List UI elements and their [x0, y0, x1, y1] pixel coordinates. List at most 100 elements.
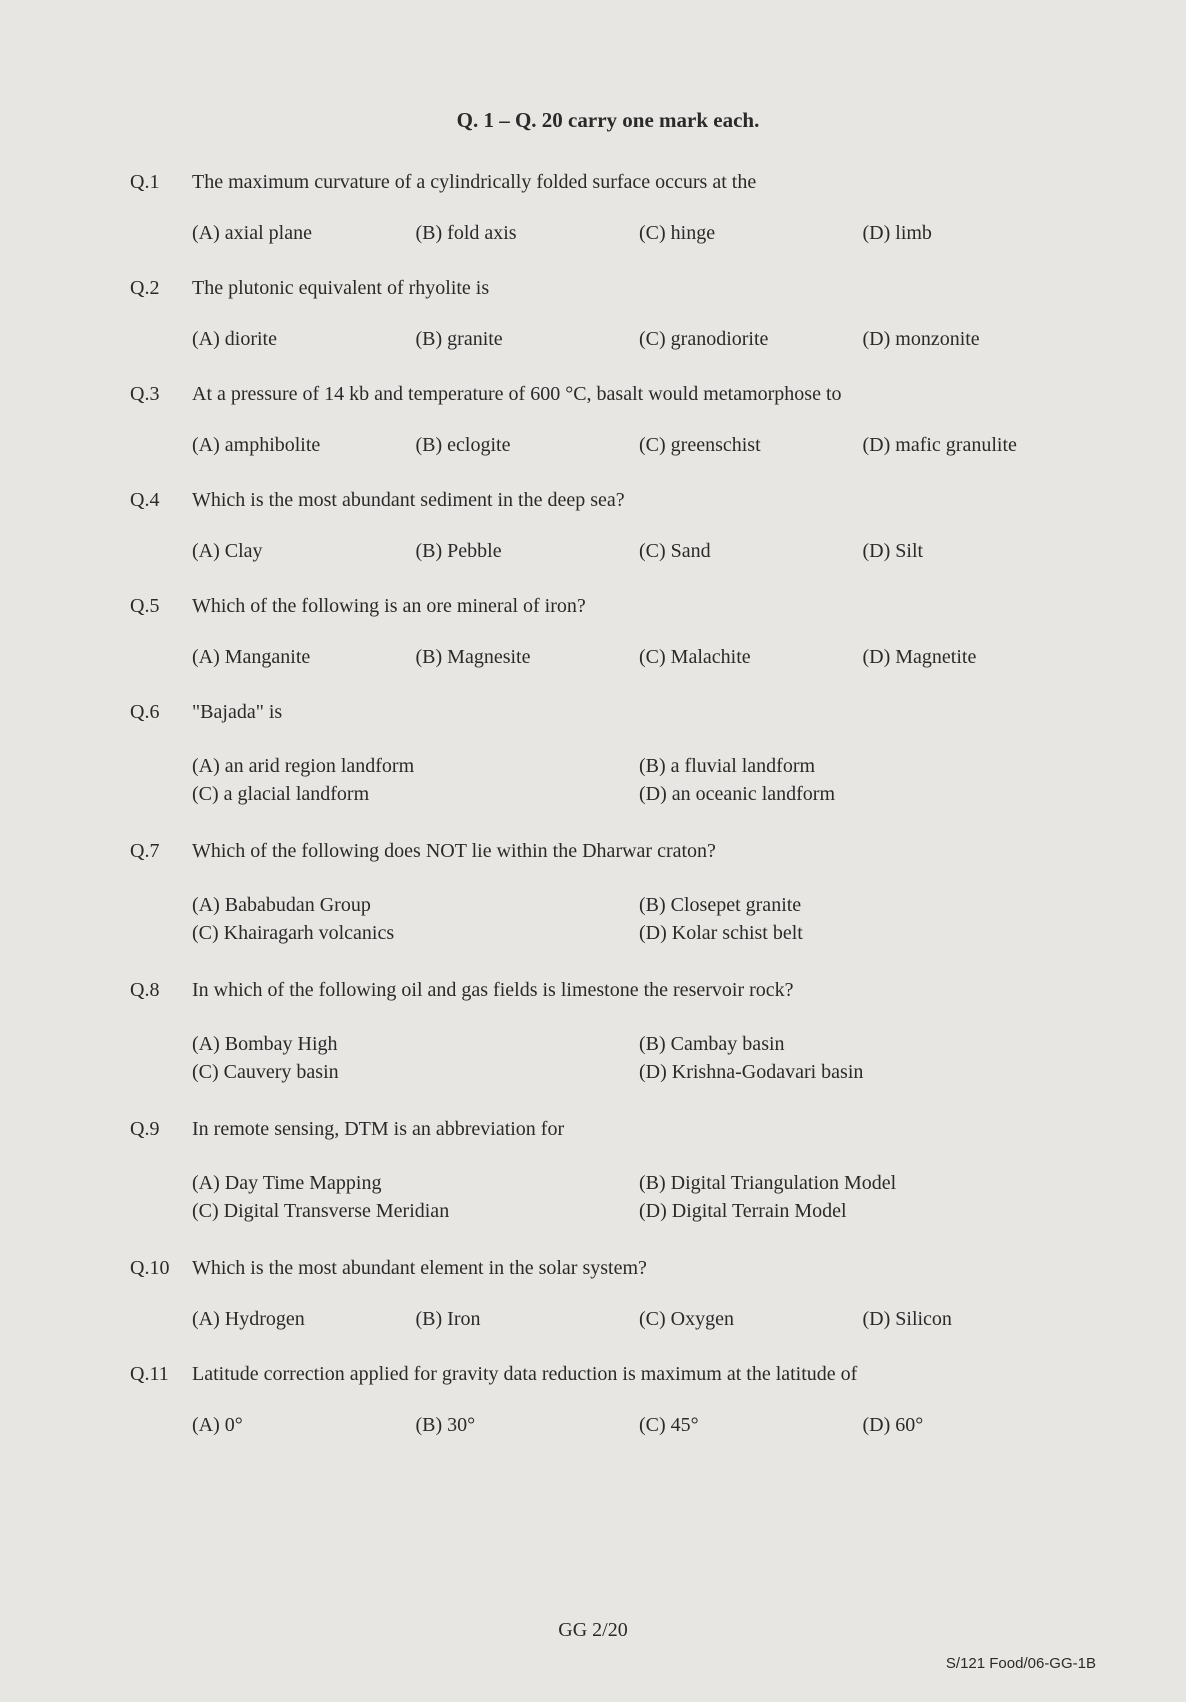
- option: (A) an arid region landform: [192, 752, 639, 780]
- option: (C) hinge: [639, 222, 863, 245]
- option: (B) Cambay basin: [639, 1030, 1086, 1058]
- options-row: (A) amphibolite(B) eclogite(C) greenschi…: [192, 434, 1086, 457]
- question-block: Q.8In which of the following oil and gas…: [130, 979, 1086, 1086]
- question-row: Q.10Which is the most abundant element i…: [130, 1257, 1086, 1280]
- options-row: (A) Manganite(B) Magnesite(C) Malachite(…: [192, 646, 1086, 669]
- question-number: Q.3: [130, 383, 192, 406]
- option: (B) Digital Triangulation Model: [639, 1169, 1086, 1197]
- question-number: Q.8: [130, 979, 192, 1002]
- question-number: Q.10: [130, 1257, 192, 1280]
- option: (B) Closepet granite: [639, 891, 1086, 919]
- question-number: Q.1: [130, 171, 192, 194]
- option: (B) 30°: [416, 1414, 640, 1437]
- question-number: Q.5: [130, 595, 192, 618]
- option: (A) Day Time Mapping: [192, 1169, 639, 1197]
- question-text: Which of the following does NOT lie with…: [192, 840, 1086, 863]
- options-2col-row: (A) Bombay High(B) Cambay basin: [192, 1030, 1086, 1058]
- options-2col-row: (A) Day Time Mapping(B) Digital Triangul…: [192, 1169, 1086, 1197]
- question-block: Q.9In remote sensing, DTM is an abbrevia…: [130, 1118, 1086, 1225]
- option: (A) 0°: [192, 1414, 416, 1437]
- question-block: Q.3At a pressure of 14 kb and temperatur…: [130, 383, 1086, 457]
- options-row: (A) Clay(B) Pebble(C) Sand(D) Silt: [192, 540, 1086, 563]
- options-2col-row: (C) Digital Transverse Meridian(D) Digit…: [192, 1197, 1086, 1225]
- options-2col-row: (A) Bababudan Group(B) Closepet granite: [192, 891, 1086, 919]
- option: (A) axial plane: [192, 222, 416, 245]
- option: (C) 45°: [639, 1414, 863, 1437]
- question-text: Which is the most abundant element in th…: [192, 1257, 1086, 1280]
- footer-code: S/121 Food/06-GG-1B: [946, 1655, 1096, 1672]
- question-number: Q.11: [130, 1363, 192, 1386]
- options-2col: (A) Bombay High(B) Cambay basin(C) Cauve…: [192, 1030, 1086, 1086]
- question-block: Q.4Which is the most abundant sediment i…: [130, 489, 1086, 563]
- question-row: Q.6"Bajada" is: [130, 701, 1086, 724]
- question-text: "Bajada" is: [192, 701, 1086, 724]
- options-row: (A) diorite(B) granite(C) granodiorite(D…: [192, 328, 1086, 351]
- options-2col-row: (C) Cauvery basin(D) Krishna-Godavari ba…: [192, 1058, 1086, 1086]
- question-row: Q.7Which of the following does NOT lie w…: [130, 840, 1086, 863]
- question-number: Q.6: [130, 701, 192, 724]
- option: (D) Digital Terrain Model: [639, 1197, 1086, 1225]
- question-text: At a pressure of 14 kb and temperature o…: [192, 383, 1086, 406]
- option: (C) greenschist: [639, 434, 863, 457]
- question-block: Q.7Which of the following does NOT lie w…: [130, 840, 1086, 947]
- options-2col: (A) Bababudan Group(B) Closepet granite(…: [192, 891, 1086, 947]
- question-text: The plutonic equivalent of rhyolite is: [192, 277, 1086, 300]
- question-text: In remote sensing, DTM is an abbreviatio…: [192, 1118, 1086, 1141]
- question-row: Q.5Which of the following is an ore mine…: [130, 595, 1086, 618]
- question-text: Which is the most abundant sediment in t…: [192, 489, 1086, 512]
- option: (D) Silicon: [863, 1308, 1087, 1331]
- options-2col: (A) Day Time Mapping(B) Digital Triangul…: [192, 1169, 1086, 1225]
- question-block: Q.6"Bajada" is (A) an arid region landfor…: [130, 701, 1086, 808]
- questions-container: Q.1The maximum curvature of a cylindrica…: [130, 171, 1086, 1437]
- question-number: Q.2: [130, 277, 192, 300]
- question-block: Q.11Latitude correction applied for grav…: [130, 1363, 1086, 1437]
- question-text: Which of the following is an ore mineral…: [192, 595, 1086, 618]
- option: (B) Magnesite: [416, 646, 640, 669]
- option: (C) granodiorite: [639, 328, 863, 351]
- options-2col-row: (C) Khairagarh volcanics(D) Kolar schist…: [192, 919, 1086, 947]
- question-text: Latitude correction applied for gravity …: [192, 1363, 1086, 1386]
- option: (A) Manganite: [192, 646, 416, 669]
- question-row: Q.9In remote sensing, DTM is an abbrevia…: [130, 1118, 1086, 1141]
- option: (D) monzonite: [863, 328, 1087, 351]
- options-row: (A) Hydrogen(B) Iron(C) Oxygen(D) Silico…: [192, 1308, 1086, 1331]
- section-header: Q. 1 – Q. 20 carry one mark each.: [130, 108, 1086, 133]
- option: (B) fold axis: [416, 222, 640, 245]
- option: (D) limb: [863, 222, 1087, 245]
- question-row: Q.11Latitude correction applied for grav…: [130, 1363, 1086, 1386]
- option: (A) Clay: [192, 540, 416, 563]
- option: (A) Bombay High: [192, 1030, 639, 1058]
- options-2col-row: (A) an arid region landform(B) a fluvial…: [192, 752, 1086, 780]
- question-row: Q.3At a pressure of 14 kb and temperatur…: [130, 383, 1086, 406]
- question-row: Q.1The maximum curvature of a cylindrica…: [130, 171, 1086, 194]
- question-block: Q.1The maximum curvature of a cylindrica…: [130, 171, 1086, 245]
- page-container: Q. 1 – Q. 20 carry one mark each. Q.1The…: [0, 0, 1186, 1509]
- question-block: Q.5Which of the following is an ore mine…: [130, 595, 1086, 669]
- question-row: Q.8In which of the following oil and gas…: [130, 979, 1086, 1002]
- option: (D) mafic granulite: [863, 434, 1087, 457]
- option: (B) Pebble: [416, 540, 640, 563]
- option: (C) Cauvery basin: [192, 1058, 639, 1086]
- option: (C) Khairagarh volcanics: [192, 919, 639, 947]
- option: (D) Krishna-Godavari basin: [639, 1058, 1086, 1086]
- question-number: Q.9: [130, 1118, 192, 1141]
- question-block: Q.2The plutonic equivalent of rhyolite i…: [130, 277, 1086, 351]
- option: (C) Malachite: [639, 646, 863, 669]
- question-row: Q.2The plutonic equivalent of rhyolite i…: [130, 277, 1086, 300]
- option: (C) Digital Transverse Meridian: [192, 1197, 639, 1225]
- options-row: (A) 0°(B) 30°(C) 45°(D) 60°: [192, 1414, 1086, 1437]
- option: (B) Iron: [416, 1308, 640, 1331]
- options-2col-row: (C) a glacial landform(D) an oceanic lan…: [192, 780, 1086, 808]
- option: (B) a fluvial landform: [639, 752, 1086, 780]
- option: (C) Sand: [639, 540, 863, 563]
- option: (D) Silt: [863, 540, 1087, 563]
- option: (A) amphibolite: [192, 434, 416, 457]
- question-text: The maximum curvature of a cylindrically…: [192, 171, 1086, 194]
- option: (C) Oxygen: [639, 1308, 863, 1331]
- options-row: (A) axial plane(B) fold axis(C) hinge(D)…: [192, 222, 1086, 245]
- footer-page-number: GG 2/20: [0, 1619, 1186, 1642]
- option: (A) Bababudan Group: [192, 891, 639, 919]
- option: (C) a glacial landform: [192, 780, 639, 808]
- options-2col: (A) an arid region landform(B) a fluvial…: [192, 752, 1086, 808]
- option: (A) Hydrogen: [192, 1308, 416, 1331]
